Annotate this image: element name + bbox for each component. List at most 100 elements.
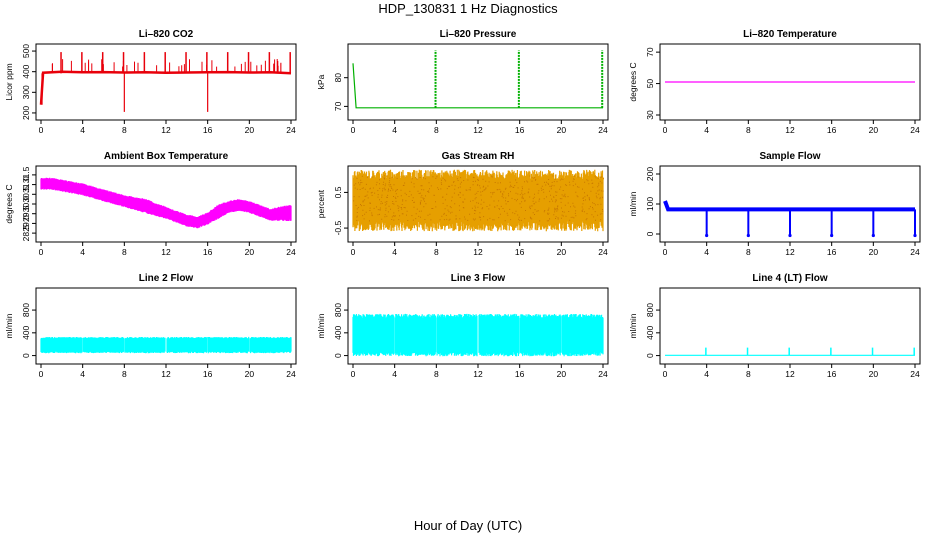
y-axis-label: degrees C	[4, 184, 14, 223]
x-tick-label: 20	[245, 247, 255, 257]
panel-title: Li–820 Temperature	[743, 29, 837, 40]
y-axis-label: kPa	[316, 74, 326, 89]
series-band	[40, 336, 292, 354]
y-tick-label: 28.5	[21, 225, 31, 242]
y-tick-label: 0	[645, 231, 655, 236]
y-tick-label: 31.5	[21, 166, 31, 183]
x-tick-label: 16	[515, 125, 525, 135]
x-tick-label: 24	[286, 125, 296, 135]
x-tick-label: 8	[434, 247, 439, 257]
y-axis-label: percent	[316, 189, 326, 218]
plot-frame	[659, 287, 921, 365]
plot-frame	[35, 43, 297, 121]
x-tick-label: 8	[746, 125, 751, 135]
plot-frame	[347, 43, 609, 121]
y-tick-label: 200	[645, 167, 655, 181]
y-tick-label: 0	[645, 353, 655, 358]
panel-title: Gas Stream RH	[442, 151, 515, 162]
x-tick-label: 16	[515, 369, 525, 379]
x-tick-label: 0	[663, 125, 668, 135]
x-tick-label: 20	[557, 369, 567, 379]
series-line	[352, 63, 603, 109]
y-axis-label: ml/min	[628, 191, 638, 216]
y-tick-label: 400	[333, 325, 343, 339]
x-tick-label: 4	[80, 369, 85, 379]
spike-point	[746, 233, 750, 238]
series-fill	[40, 336, 292, 354]
y-tick-label: 400	[21, 64, 31, 78]
y-axis-label: degrees C	[628, 62, 638, 101]
x-tick-label: 16	[827, 247, 837, 257]
panel-1: Li–820 CO2 0 4 8 12 16 20 24 200 300 400 500 Licor p…	[4, 29, 297, 135]
x-tick-label: 4	[704, 247, 709, 257]
x-tick-label: 16	[203, 125, 213, 135]
x-tick-label: 24	[598, 125, 608, 135]
y-tick-label: 200	[21, 106, 31, 120]
panel-title: Line 2 Flow	[139, 273, 194, 284]
series-line	[39, 70, 292, 105]
y-tick-label: 400	[645, 325, 655, 339]
panel-title: Line 4 (LT) Flow	[752, 273, 828, 284]
x-tick-label: 8	[434, 125, 439, 135]
panel-title: Line 3 Flow	[451, 273, 506, 284]
y-tick-label: 50	[645, 79, 655, 89]
spike-point	[871, 233, 875, 238]
series-line	[663, 200, 915, 212]
panel-3: Li–820 Temperature 0 4 8 12 16 20 24 30 50 70 degre…	[628, 29, 921, 135]
y-tick-label: 30	[645, 110, 655, 120]
x-tick-label: 8	[122, 125, 127, 135]
spike-point	[913, 233, 917, 238]
y-tick-label: 80	[333, 73, 343, 83]
panel-7: Line 2 Flow 0 4 8 12 16 20 24 0 400 800 ml/min	[4, 273, 297, 379]
x-tick-label: 20	[869, 125, 879, 135]
y-tick-label: 300	[21, 85, 31, 99]
y-tick-label: -0.5	[333, 220, 343, 235]
series-fill	[352, 169, 604, 232]
x-tick-label: 12	[161, 125, 171, 135]
x-tick-label: 20	[245, 369, 255, 379]
x-tick-label: 12	[785, 369, 795, 379]
x-tick-label: 4	[80, 125, 85, 135]
x-tick-label: 0	[39, 125, 44, 135]
y-tick-label: 30.5	[21, 186, 31, 203]
x-tick-label: 24	[286, 369, 296, 379]
y-tick-label: 800	[333, 303, 343, 317]
y-tick-label: 70	[645, 47, 655, 57]
x-tick-label: 20	[557, 247, 567, 257]
y-tick-label: 31.0	[21, 176, 31, 193]
x-tick-label: 4	[704, 369, 709, 379]
x-tick-label: 12	[785, 247, 795, 257]
series-band	[352, 313, 604, 357]
x-tick-label: 12	[161, 247, 171, 257]
x-tick-label: 20	[557, 125, 567, 135]
page-title: HDP_130831 1 Hz Diagnostics	[378, 1, 558, 16]
x-tick-label: 20	[245, 125, 255, 135]
y-tick-label: 30.0	[21, 195, 31, 212]
panel-title: Sample Flow	[759, 151, 820, 162]
y-tick-label: 800	[21, 303, 31, 317]
x-tick-label: 24	[910, 125, 920, 135]
y-tick-label: 0.5	[333, 186, 343, 198]
x-tick-label: 12	[785, 125, 795, 135]
spike-point	[788, 233, 792, 238]
series-points	[353, 175, 604, 222]
x-tick-label: 8	[122, 247, 127, 257]
panel-title: Ambient Box Temperature	[104, 151, 229, 162]
x-tick-label: 0	[663, 369, 668, 379]
x-tick-label: 16	[203, 247, 213, 257]
y-axis-label: ml/min	[316, 313, 326, 338]
y-axis-label: ml/min	[628, 313, 638, 338]
y-tick-label: 500	[21, 44, 31, 58]
x-tick-label: 24	[910, 369, 920, 379]
y-axis-label: ml/min	[4, 313, 14, 338]
series-fill	[352, 313, 604, 357]
panel-9: Line 4 (LT) Flow 0 4 8 12 16 20 24 0 400 800 ml/min	[628, 273, 921, 379]
x-tick-label: 8	[746, 369, 751, 379]
x-axis-label: Hour of Day (UTC)	[413, 518, 523, 533]
y-tick-label: 29.5	[21, 205, 31, 222]
panel-6: Sample Flow 0 4 8 12 16 20 24 0 100 200 ml/min	[628, 151, 921, 257]
x-tick-label: 24	[598, 247, 608, 257]
spike-point	[705, 233, 709, 238]
